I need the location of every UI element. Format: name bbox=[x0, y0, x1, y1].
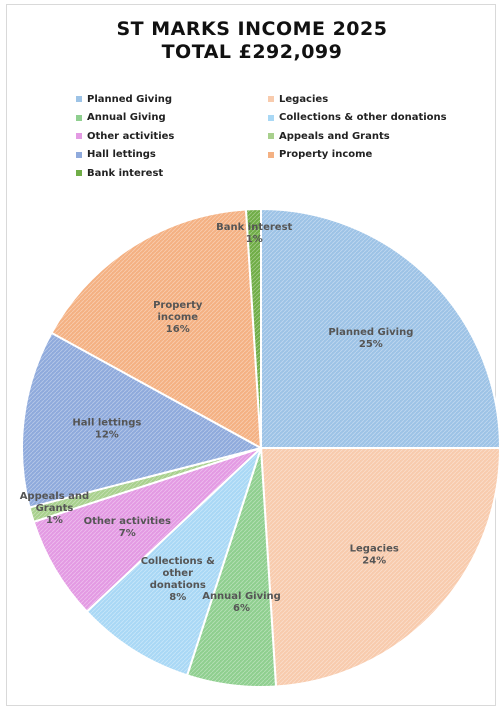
legend-swatch bbox=[76, 133, 82, 139]
legend-swatch bbox=[268, 133, 274, 139]
legend-label: Hall lettings bbox=[87, 149, 156, 160]
pie-slice bbox=[85, 447, 262, 677]
legend-label: Property income bbox=[279, 149, 373, 160]
legend-item: Bank interest bbox=[76, 166, 163, 180]
pie-slice bbox=[244, 207, 262, 449]
legend-swatch bbox=[268, 151, 274, 158]
legend-swatch bbox=[76, 96, 82, 102]
slice-label: Annual Giving 6% bbox=[202, 591, 281, 614]
legend-swatch bbox=[76, 114, 82, 121]
pie-slice bbox=[259, 447, 502, 688]
legend-item: Collections & other donations bbox=[268, 111, 447, 125]
legend-label: Bank interest bbox=[87, 167, 164, 179]
chart-legend: Planned Giving Legacies Annual Giving Colle… bbox=[0, 0, 504, 200]
slice-label: Property income 16% bbox=[153, 300, 203, 335]
legend-label: Collections & other donations bbox=[279, 112, 447, 123]
legend-label: Appeals and Grants bbox=[279, 130, 390, 142]
slice-label: Legacies 24% bbox=[350, 543, 399, 566]
pie-slice bbox=[21, 331, 264, 509]
chart-subtitle: TOTAL £292,099 bbox=[161, 41, 343, 63]
chart-title: ST MARKS INCOME 2025 bbox=[116, 18, 388, 40]
slice-label: Appeals and Grants 1% bbox=[20, 491, 89, 526]
slice-label: Collections & other donations 8% bbox=[141, 556, 215, 603]
slice-label: Hall lettings 12% bbox=[72, 418, 141, 441]
legend-swatch bbox=[76, 170, 82, 176]
slice-label: Planned Giving 25% bbox=[328, 327, 413, 350]
pie-slice bbox=[260, 207, 502, 449]
legend-label: Annual Giving bbox=[87, 112, 166, 123]
legend-label: Other activities bbox=[87, 130, 175, 142]
legend-item: Planned Giving bbox=[76, 92, 172, 106]
slice-label: Other activities 7% bbox=[84, 516, 171, 539]
legend-item: Property income bbox=[268, 148, 372, 162]
legend-item: Appeals and Grants bbox=[268, 129, 390, 143]
legend-item: Annual Giving bbox=[76, 111, 166, 125]
legend-swatch bbox=[76, 151, 82, 158]
pie-slice bbox=[32, 447, 262, 614]
pie-slice bbox=[50, 208, 263, 450]
legend-item: Legacies bbox=[268, 92, 328, 106]
legend-label: Legacies bbox=[279, 93, 329, 105]
legend-item: Other activities bbox=[76, 129, 174, 143]
legend-swatch bbox=[268, 114, 274, 121]
pie-slice bbox=[185, 447, 278, 688]
legend-label: Planned Giving bbox=[87, 93, 173, 105]
legend-swatch bbox=[268, 96, 274, 102]
legend-item: Hall lettings bbox=[76, 148, 156, 162]
slice-label: Bank interest 1% bbox=[216, 222, 292, 245]
